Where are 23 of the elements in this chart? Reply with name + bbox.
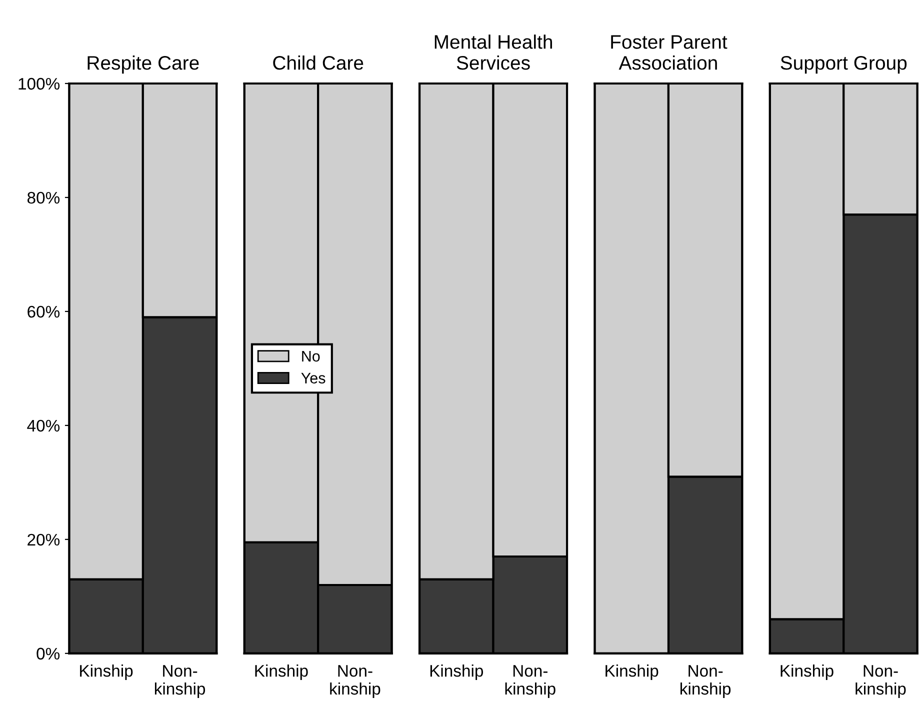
- chart-title: Child Care: [273, 56, 364, 70]
- y-tick-label: 100%: [18, 78, 60, 90]
- x-tick-label: Non- kinship: [856, 665, 906, 698]
- chart-title: Foster Parent Association: [611, 35, 728, 70]
- x-tick-label: Non- kinship: [154, 665, 206, 698]
- x-tick-label: Non- kinship: [680, 665, 731, 698]
- y-tick-label: 60%: [28, 306, 60, 318]
- legend-label: Yes: [301, 372, 326, 384]
- y-tick-label: 40%: [27, 420, 60, 432]
- x-tick-label: Kinship: [80, 664, 133, 680]
- x-tick-label: Non- kinship: [330, 665, 380, 698]
- y-tick-label: 0%: [36, 648, 60, 660]
- y-tick-label: 80%: [27, 192, 60, 204]
- legend-label: No: [302, 350, 320, 362]
- x-tick-label: Non- kinship: [505, 665, 556, 698]
- chart-title: Support Group: [780, 56, 907, 74]
- x-tick-label: Kinship: [780, 664, 834, 680]
- x-tick-label: Kinship: [430, 664, 484, 680]
- chart-title: Respite Care: [88, 56, 199, 74]
- y-tick-label: 20%: [28, 534, 60, 546]
- chart-title: Mental Health Services: [434, 34, 552, 70]
- x-tick-label: Kinship: [255, 664, 308, 680]
- x-tick-label: Kinship: [606, 664, 658, 680]
